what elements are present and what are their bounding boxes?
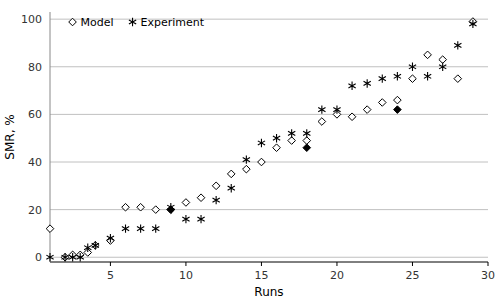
point [303, 129, 310, 137]
x-tick-label: 30 [481, 269, 495, 282]
point [92, 242, 100, 250]
grid-line [50, 162, 488, 163]
point [243, 165, 251, 173]
grid-line [50, 66, 488, 67]
point [409, 63, 416, 71]
point [227, 170, 235, 178]
point [348, 113, 356, 121]
point [137, 203, 145, 211]
point [273, 144, 281, 152]
grid-line [50, 19, 488, 20]
point [318, 118, 326, 126]
point [197, 194, 205, 202]
point [394, 96, 402, 104]
point [258, 158, 266, 166]
legend-label: Model [81, 16, 114, 29]
y-tick-label: 60 [28, 108, 42, 121]
point [69, 253, 76, 261]
point [469, 20, 476, 28]
legend-marker [129, 18, 136, 26]
point [348, 82, 355, 90]
point [46, 253, 53, 261]
point [439, 63, 446, 71]
point [333, 105, 340, 113]
point [303, 144, 311, 152]
chart: 0 20 40 60 80 100 5 10 15 20 25 30 Runs SMR, % Model Ex… [0, 0, 500, 306]
x-tick [185, 262, 186, 266]
point [46, 225, 54, 233]
x-tick-label: 15 [254, 269, 268, 282]
point [228, 184, 235, 192]
point [379, 74, 386, 82]
x-tick [336, 262, 337, 266]
point [454, 41, 461, 49]
point [394, 72, 401, 80]
point [288, 137, 296, 145]
y-tick-label: 100 [21, 13, 42, 26]
point [167, 206, 175, 214]
x-tick-label: 10 [179, 269, 193, 282]
x-tick-label: 5 [107, 269, 114, 282]
point [273, 134, 280, 142]
point [409, 75, 417, 83]
point [258, 139, 265, 147]
point [213, 196, 220, 204]
point [182, 199, 190, 207]
point [424, 51, 432, 59]
x-axis-line [50, 262, 488, 263]
legend-item: Experiment [129, 16, 205, 29]
y-tick-label: 20 [28, 204, 42, 217]
point [107, 234, 114, 242]
legend-marker [69, 18, 77, 26]
x-tick [261, 262, 262, 266]
point [122, 203, 130, 211]
grid [50, 19, 488, 257]
x-axis-label: Runs [254, 285, 283, 299]
point [197, 215, 204, 223]
x-tick [412, 262, 413, 266]
point [364, 79, 371, 87]
point [454, 75, 462, 83]
point [77, 253, 84, 261]
plot-area [46, 18, 476, 262]
point [61, 253, 69, 261]
point [92, 241, 99, 249]
y-tick-label: 80 [28, 61, 42, 74]
x-tick-label: 20 [330, 269, 344, 282]
point [212, 182, 220, 190]
point [84, 244, 91, 252]
point [439, 56, 447, 64]
point [363, 106, 371, 114]
legend-item: Model [69, 16, 114, 29]
point [137, 224, 144, 232]
series-0 [46, 18, 476, 261]
series-2 [46, 20, 476, 262]
legend: Model Experiment [69, 16, 205, 29]
grid-line [50, 257, 488, 258]
point [122, 224, 129, 232]
y-tick-label: 0 [35, 251, 42, 264]
grid-line [50, 209, 488, 210]
point [378, 99, 386, 107]
x-tick [110, 262, 111, 266]
point [182, 215, 189, 223]
point [318, 105, 325, 113]
point [394, 106, 402, 114]
point [152, 224, 159, 232]
point [243, 155, 250, 163]
point [167, 206, 175, 214]
grid-line [50, 114, 488, 115]
legend-label: Experiment [141, 16, 205, 29]
y-axis-label: SMR, % [3, 114, 17, 159]
point [152, 206, 160, 214]
point [61, 253, 68, 261]
point [424, 72, 431, 80]
x-tick-label: 25 [405, 269, 419, 282]
x-tick [488, 262, 489, 266]
series-1 [167, 106, 401, 214]
point [288, 129, 295, 137]
y-tick-label: 40 [28, 156, 42, 169]
